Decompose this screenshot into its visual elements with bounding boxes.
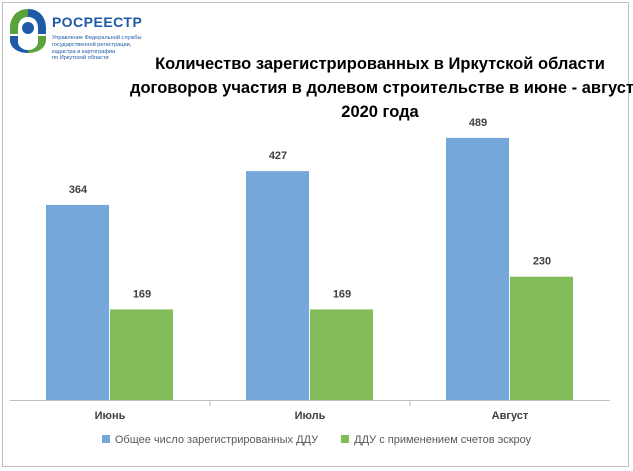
legend-swatch-escrow (341, 435, 349, 443)
bar-escrow (110, 309, 173, 400)
data-label-escrow: 169 (333, 288, 351, 300)
legend-swatch-total (102, 435, 110, 443)
data-label-total: 427 (269, 150, 287, 162)
x-tick-label: Июль (295, 410, 326, 422)
bar-total (446, 138, 509, 400)
data-label-escrow: 230 (533, 256, 551, 268)
bar-total (46, 205, 109, 400)
legend-label-escrow: ДДУ с применением счетов эскроу (354, 434, 531, 446)
legend-label-total: Общее число зарегистрированных ДДУ (115, 434, 318, 446)
data-label-total: 489 (469, 117, 487, 129)
data-label-escrow: 169 (133, 288, 151, 300)
bar-chart: 364 169 Июнь 427 169 Июль 489 230 Август (0, 0, 633, 471)
chart-legend: Общее число зарегистрированных ДДУ ДДУ с… (0, 434, 633, 446)
bar-escrow (310, 309, 373, 400)
x-tick-label: Август (492, 410, 529, 422)
legend-item-escrow: ДДУ с применением счетов эскроу (341, 434, 531, 446)
bar-escrow (510, 277, 573, 400)
x-tick-label: Июнь (95, 410, 126, 422)
legend-item-total: Общее число зарегистрированных ДДУ (102, 434, 318, 446)
data-label-total: 364 (69, 184, 88, 196)
bar-total (246, 171, 309, 400)
